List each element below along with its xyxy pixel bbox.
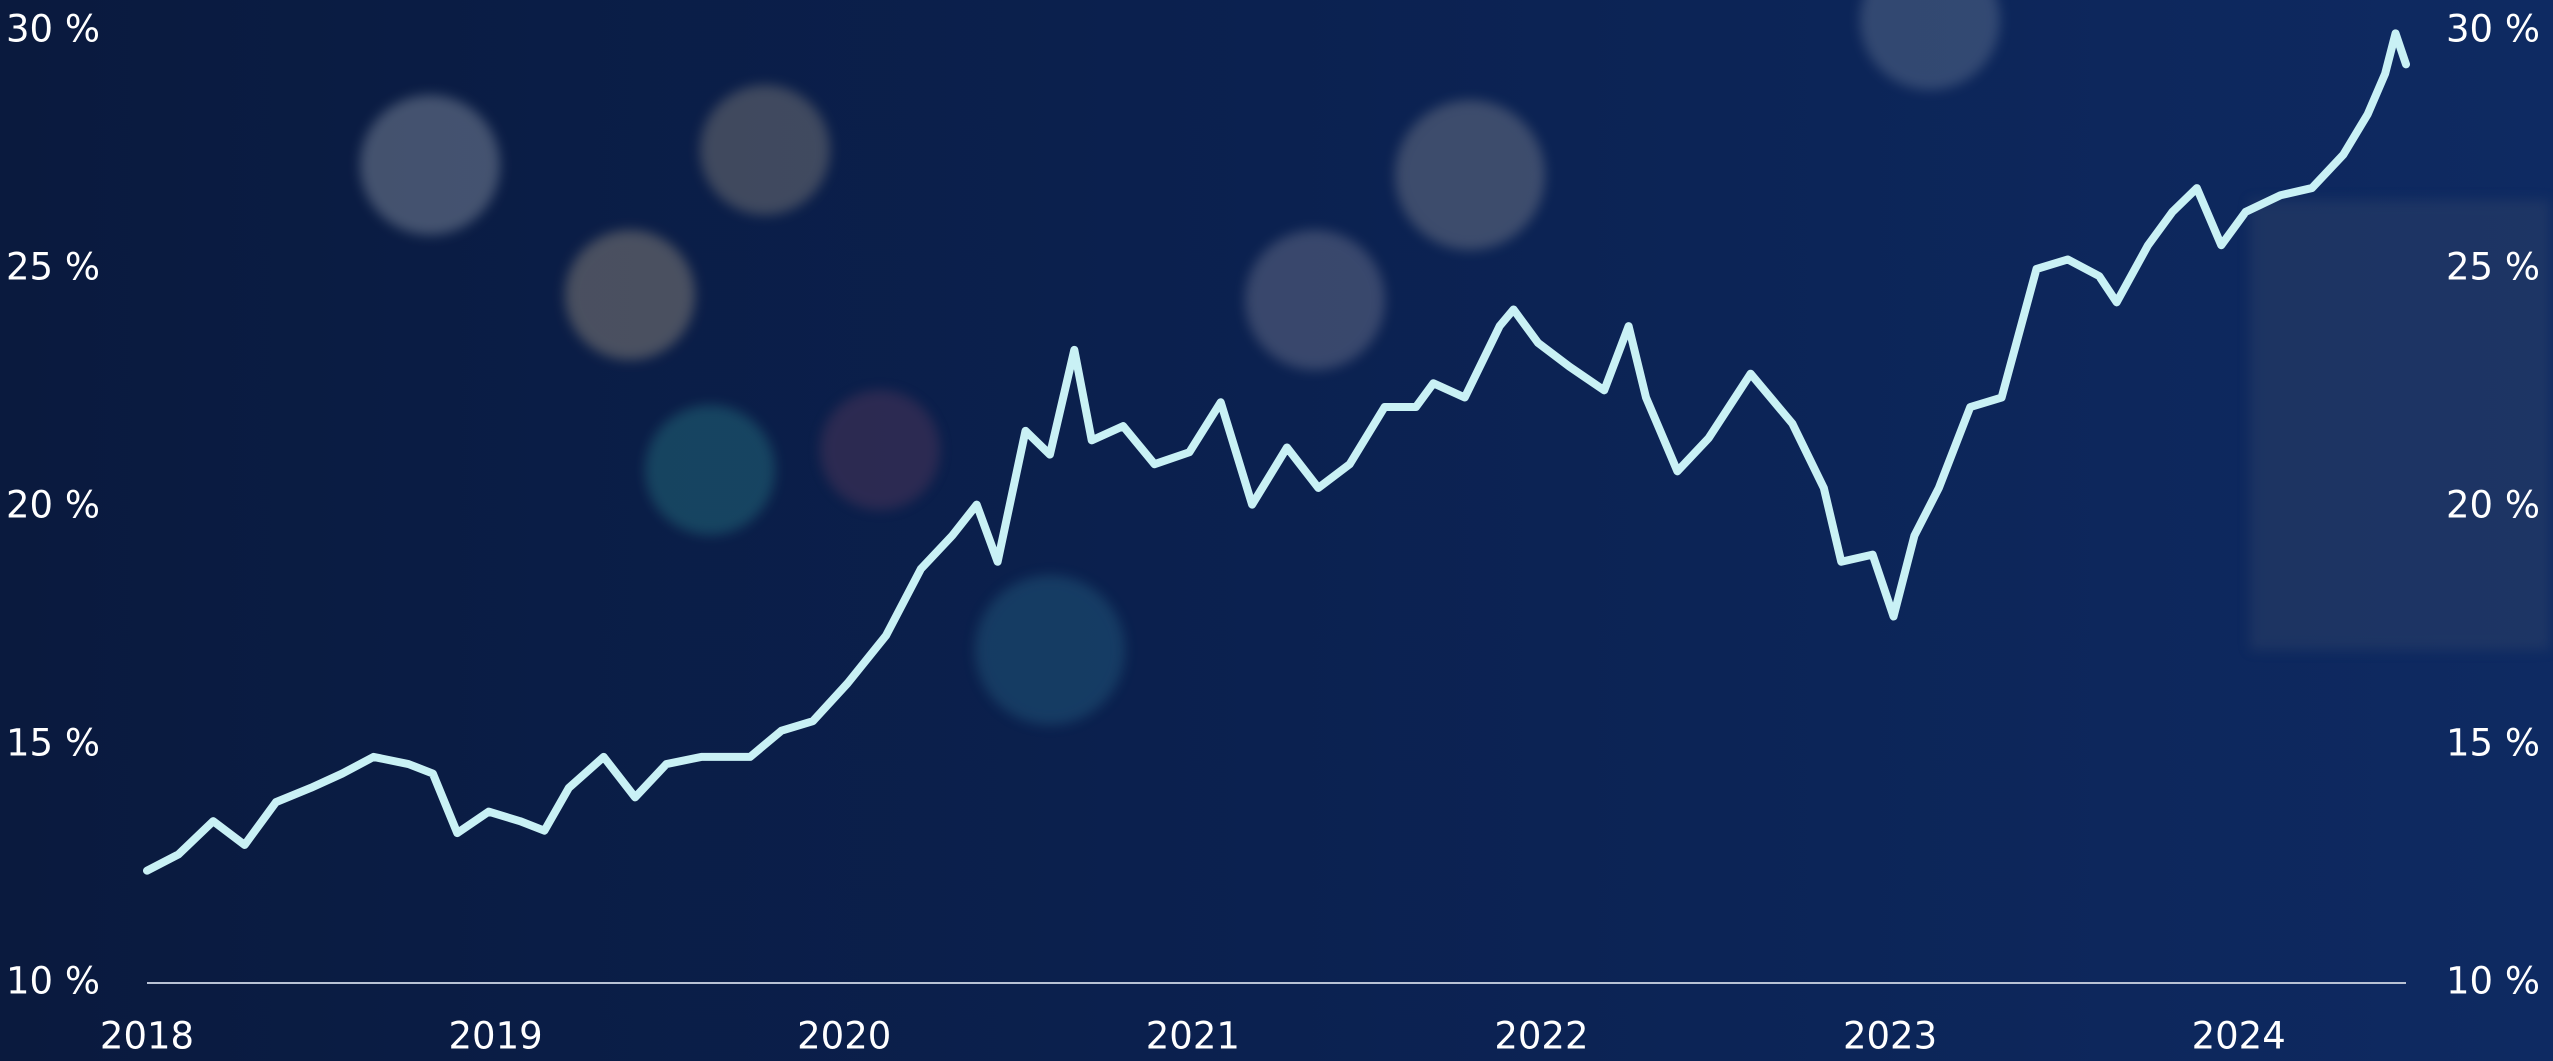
y-tick-label: 15 %: [6, 722, 100, 765]
y2-tick-label: 15 %: [2446, 722, 2540, 765]
y-tick-label: 25 %: [6, 246, 100, 289]
x-tick-label: 2024: [2192, 1015, 2286, 1058]
y-tick-label: 30 %: [6, 8, 100, 51]
y2-tick-label: 30 %: [2446, 8, 2540, 51]
x-tick-label: 2023: [1843, 1015, 1937, 1058]
line: [143, 29, 2410, 875]
y2-tick-label: 10 %: [2446, 960, 2540, 1003]
x-tick-label: 2021: [1146, 1015, 1240, 1058]
x-tick-label: 2019: [449, 1015, 543, 1058]
x-tick-label: 2018: [100, 1015, 194, 1058]
y-tick-label: 20 %: [6, 484, 100, 527]
y-tick-label: 10 %: [6, 960, 100, 1003]
x-tick-label: 2022: [1494, 1015, 1588, 1058]
bokeh: [360, 0, 2550, 725]
y2-tick-label: 20 %: [2446, 484, 2540, 527]
x-tick-label: 2020: [797, 1015, 891, 1058]
y2-tick-label: 25 %: [2446, 246, 2540, 289]
